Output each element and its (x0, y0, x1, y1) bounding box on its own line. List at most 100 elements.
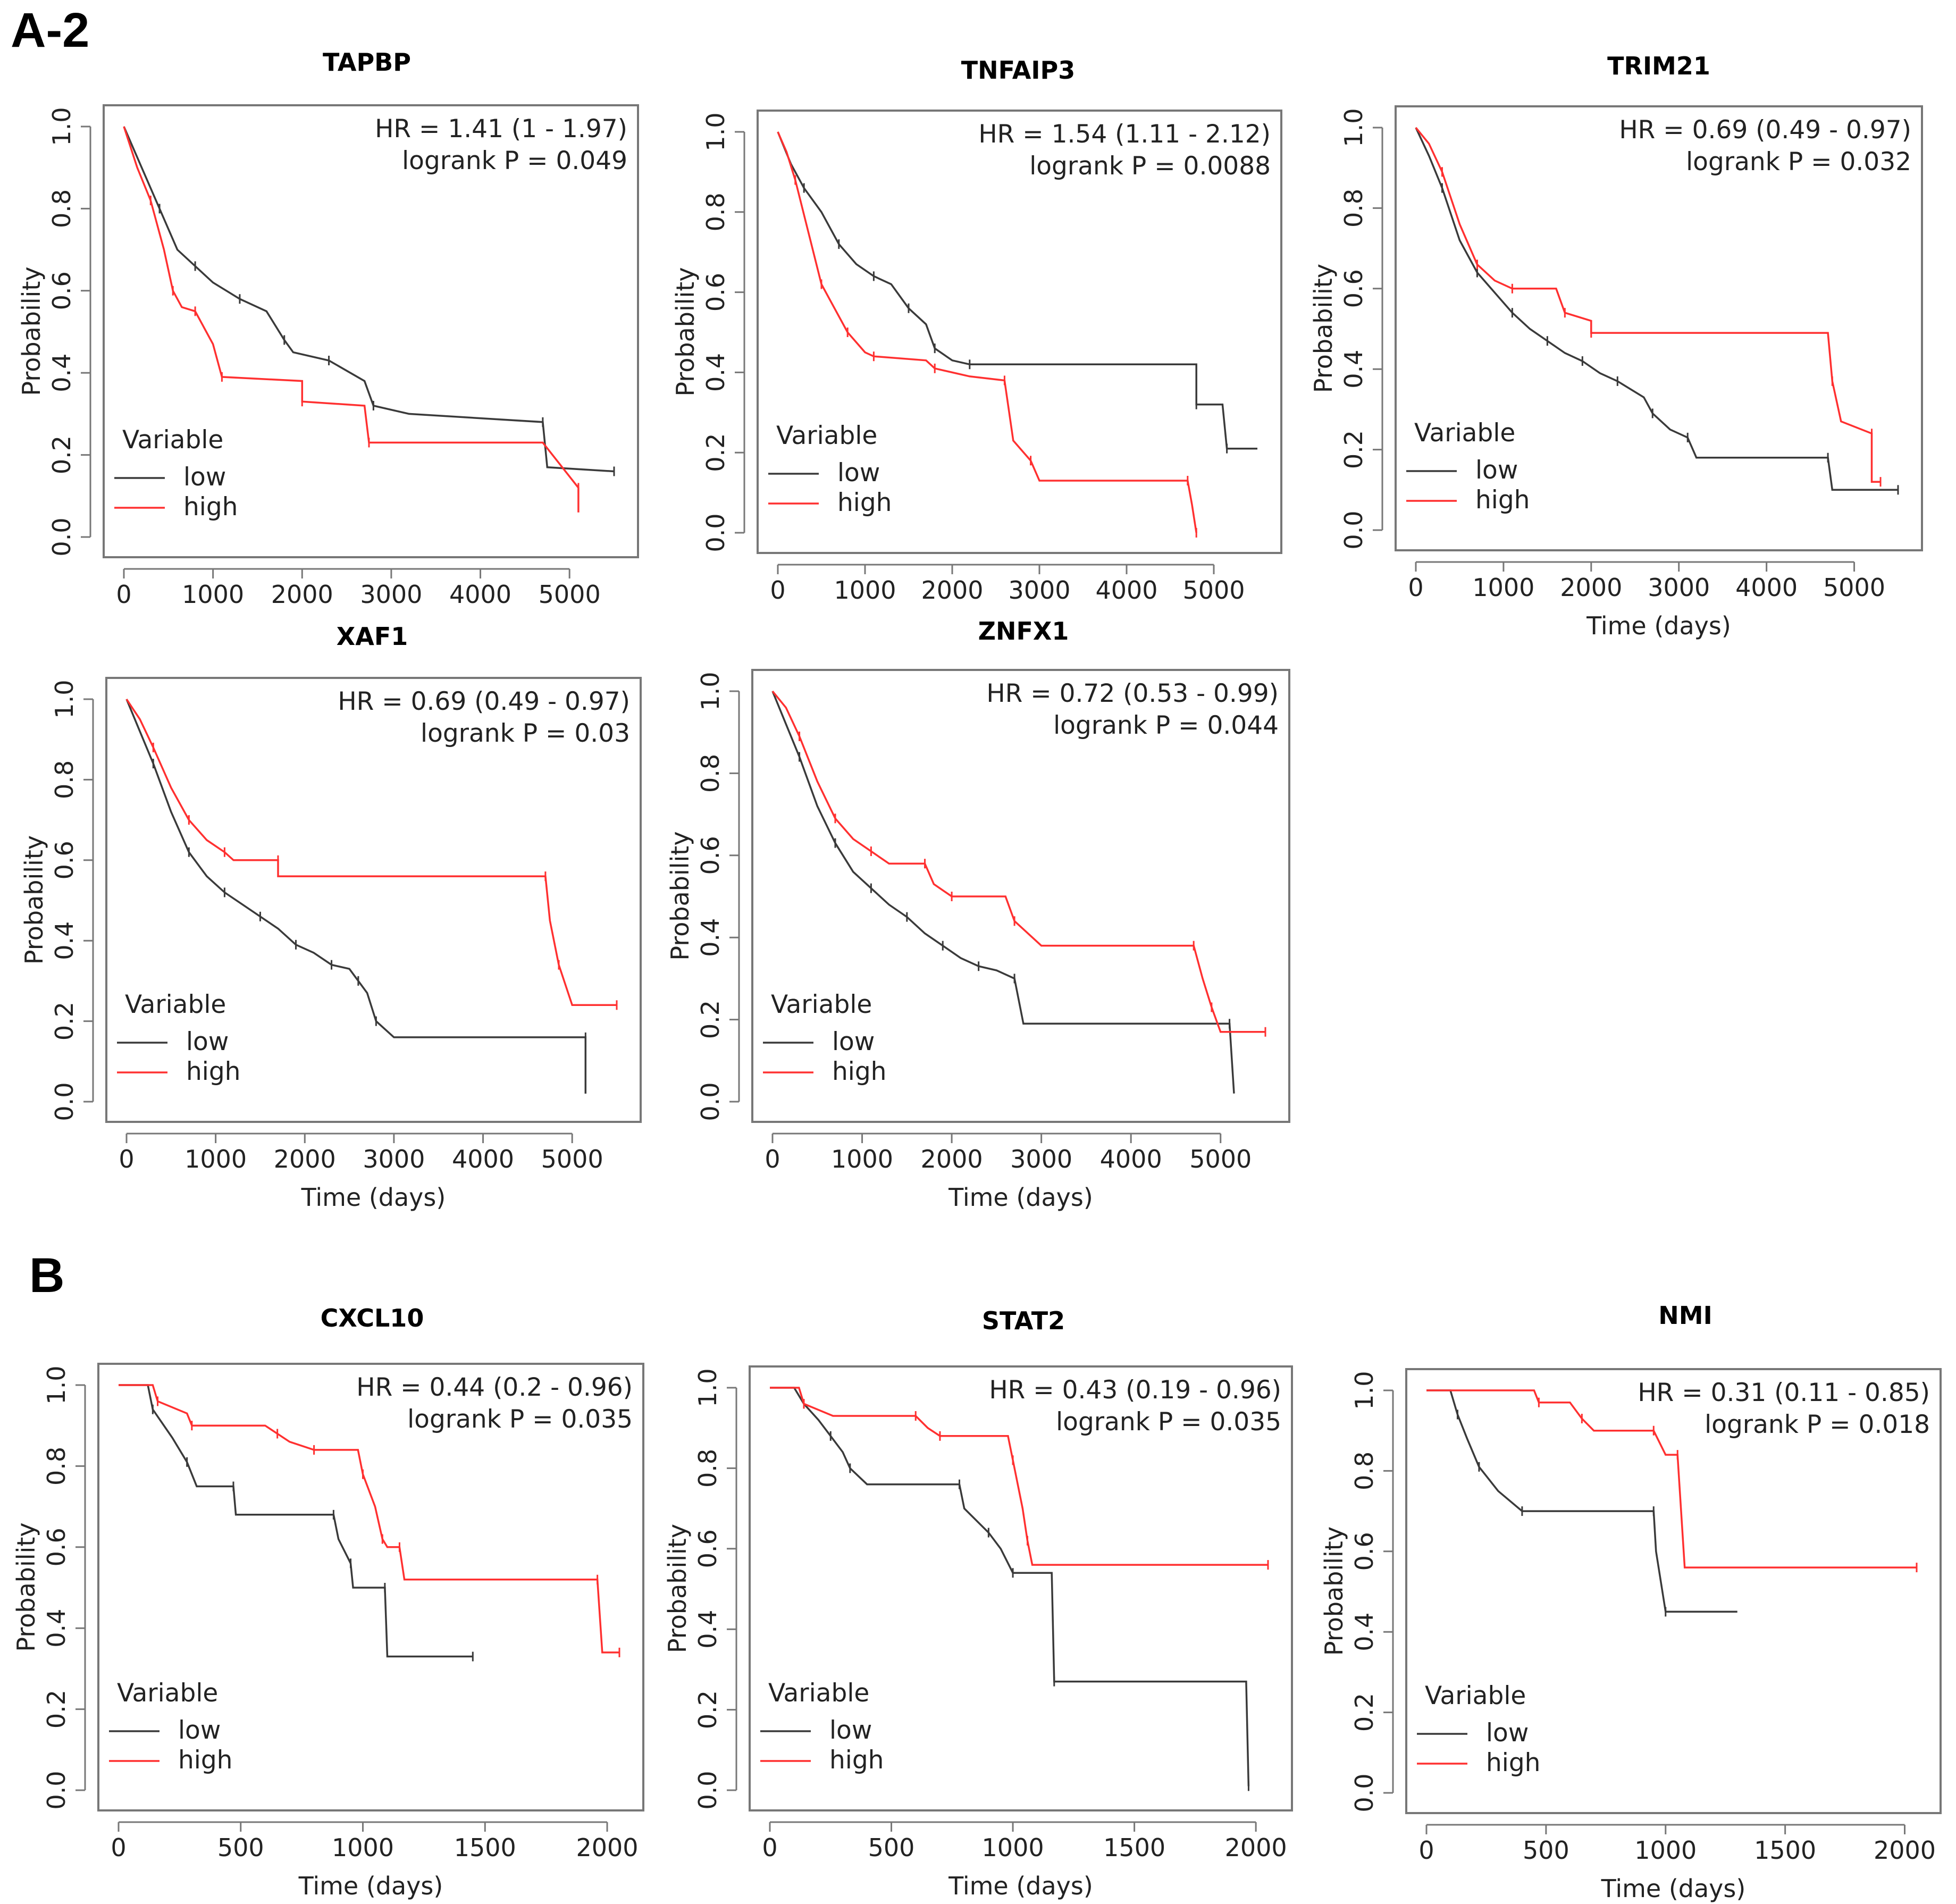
legend-entry-low: low (832, 1027, 875, 1056)
x-tick-label: 1000 (1472, 573, 1534, 602)
legend-entry-high: high (1486, 1748, 1540, 1777)
plot-frame (1405, 1368, 1942, 1814)
logrank-annotation: logrank P = 0.032 (1686, 147, 1911, 177)
legend-title: Variable (771, 990, 872, 1019)
x-axis-label: Time (days) (948, 1183, 1093, 1212)
y-axis-label: Probability (1309, 264, 1338, 393)
x-tick-label: 4000 (1095, 576, 1157, 605)
y-tick-label: 0.4 (1339, 350, 1368, 389)
legend-entry-high: high (1475, 485, 1530, 515)
y-tick-label: 0.6 (50, 841, 79, 879)
km-curve-high (123, 126, 580, 513)
legend-entry-low: low (1475, 456, 1518, 485)
y-tick-label: 1.0 (693, 1368, 722, 1407)
hr-annotation: HR = 0.69 (0.49 - 0.97) (338, 687, 630, 716)
x-tick-label: 5000 (1189, 1145, 1252, 1173)
logrank-annotation: logrank P = 0.035 (407, 1405, 633, 1434)
y-tick-label: 0.0 (50, 1082, 79, 1121)
x-tick-label: 0 (1418, 1836, 1434, 1865)
y-tick-label: 0.8 (1350, 1452, 1379, 1490)
y-tick-label: 1.0 (701, 112, 730, 151)
legend-entry-low: low (183, 463, 226, 492)
plot-frame (751, 669, 1290, 1123)
y-axis-label: Probability (12, 1522, 40, 1651)
plot-frame (103, 104, 639, 558)
km-plot-tnfaip3: TNFAIP3 0 1000 2000 3000 4000 5000 0.0 0.2 0.4 0.6… (671, 56, 1282, 605)
y-tick-label: 0.4 (50, 921, 79, 960)
legend-entry-low: low (186, 1027, 229, 1056)
y-tick-label: 0.0 (47, 517, 76, 556)
legend-title: Variable (1425, 1681, 1526, 1710)
hr-annotation: HR = 0.72 (0.53 - 0.99) (986, 679, 1279, 708)
plot-frame (105, 677, 642, 1123)
y-tick-label: 0.8 (50, 760, 79, 799)
km-curve-low (119, 1384, 473, 1658)
plot-title: ZNFX1 (978, 617, 1069, 645)
logrank-annotation: logrank P = 0.035 (1056, 1407, 1281, 1437)
km-curve-high (1426, 1389, 1917, 1569)
y-tick-label: 0.0 (42, 1771, 71, 1809)
x-tick-label: 0 (762, 1833, 777, 1862)
logrank-annotation: logrank P = 0.03 (421, 719, 630, 748)
x-tick-label: 5000 (1823, 573, 1885, 602)
x-tick-label: 1500 (454, 1833, 516, 1862)
x-tick-label: 2000 (1874, 1836, 1936, 1865)
x-tick-label: 4000 (449, 580, 511, 609)
x-tick-label: 3000 (1008, 576, 1070, 605)
x-tick-label: 0 (119, 1145, 134, 1173)
logrank-annotation: logrank P = 0.0088 (1029, 152, 1271, 181)
legend-title: Variable (125, 990, 226, 1019)
x-tick-label: 5000 (1182, 576, 1245, 605)
x-tick-label: 0 (116, 580, 131, 609)
plot-frame (1395, 105, 1923, 551)
y-tick-label: 0.8 (693, 1449, 722, 1488)
legend-title: Variable (768, 1679, 869, 1708)
x-tick-label: 0 (1408, 573, 1423, 602)
y-tick-label: 0.0 (696, 1082, 725, 1121)
km-plot-nmi: NMI 0 500 1000 1500 2000 Time (days) 0.0 0.2 0.4 0… (1320, 1301, 1942, 1903)
x-tick-label: 3000 (1010, 1145, 1072, 1173)
plot-title: TRIM21 (1607, 52, 1710, 80)
legend-entry-high: high (837, 488, 892, 517)
legend-entry-high: high (178, 1746, 232, 1775)
plot-title: STAT2 (982, 1306, 1065, 1335)
y-tick-label: 0.6 (693, 1529, 722, 1568)
x-tick-label: 5000 (541, 1145, 603, 1173)
y-tick-label: 1.0 (47, 107, 76, 146)
x-tick-label: 0 (765, 1145, 780, 1173)
x-tick-label: 1000 (182, 580, 244, 609)
x-tick-label: 500 (868, 1833, 915, 1862)
y-tick-label: 0.8 (696, 754, 725, 793)
y-tick-label: 0.2 (1350, 1693, 1379, 1732)
x-tick-label: 1000 (831, 1145, 893, 1173)
x-tick-label: 500 (217, 1833, 264, 1862)
y-tick-label: 0.6 (1350, 1532, 1379, 1571)
y-tick-label: 0.6 (701, 273, 730, 312)
km-plot-trim21: TRIM21 0 1000 2000 3000 4000 5000 Time (days) 0.… (1309, 52, 1923, 640)
legend-entry-low: low (837, 458, 880, 488)
plot-frame (97, 1363, 644, 1811)
y-tick-label: 0.6 (42, 1528, 71, 1566)
y-tick-label: 0.8 (47, 189, 76, 228)
x-tick-label: 2000 (1560, 573, 1622, 602)
x-tick-label: 500 (1523, 1836, 1569, 1865)
x-tick-label: 1000 (332, 1833, 394, 1862)
km-plot-cxcl10: CXCL10 0 500 1000 1500 2000 Time (days) 0.0 0.2 0… (12, 1304, 644, 1900)
y-tick-label: 1.0 (696, 672, 725, 710)
plot-title: CXCL10 (321, 1304, 424, 1332)
y-tick-label: 1.0 (1339, 108, 1368, 147)
legend-entry-low: low (1486, 1718, 1529, 1748)
x-tick-label: 5000 (539, 580, 601, 609)
y-tick-label: 0.2 (42, 1690, 71, 1729)
plot-title: TNFAIP3 (961, 56, 1075, 85)
legend-entry-high: high (832, 1057, 886, 1086)
plot-frame (757, 110, 1282, 554)
km-curve-high (119, 1384, 619, 1654)
y-tick-label: 1.0 (42, 1365, 71, 1404)
y-tick-label: 0.0 (1339, 510, 1368, 549)
x-tick-label: 3000 (363, 1145, 425, 1173)
legend-entry-high: high (186, 1057, 240, 1086)
y-tick-label: 0.8 (1339, 189, 1368, 228)
plot-frame (749, 1365, 1293, 1811)
y-tick-label: 0.0 (693, 1771, 722, 1809)
